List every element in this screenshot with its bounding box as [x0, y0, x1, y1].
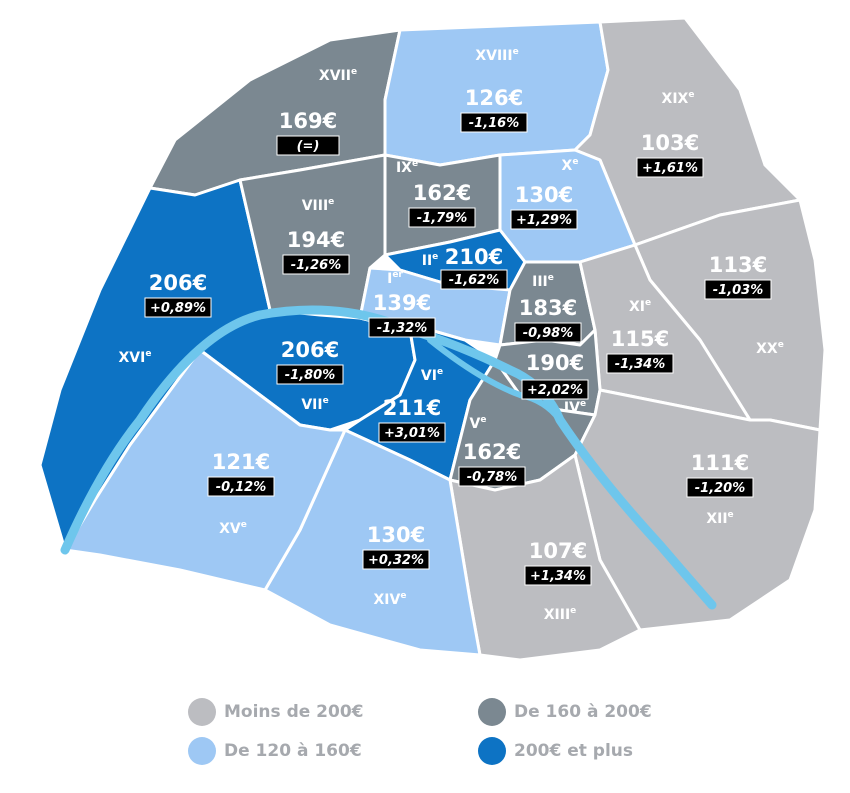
arrondissement-20-change-badge — [704, 279, 772, 300]
arrondissement-7-change-badge — [276, 364, 344, 385]
arrondissement-labels: Ier 139€ -1,32% IIe 210€ -1,62% IIIe 183€ -0,98%… — [119, 47, 784, 623]
arrondissement-19-change: +1,61% — [642, 161, 698, 176]
arrondissement-11-name: XIe — [629, 298, 651, 315]
arrondissement-17-change-badge — [276, 135, 340, 156]
arrondissement-19-change-badge — [636, 157, 704, 178]
arrondissement-1-change-badge — [368, 317, 436, 338]
legend-label-moins-200: Moins de 200€ — [224, 702, 364, 722]
arrondissement-14-change: +0,32% — [368, 553, 424, 568]
legend-item-160-200: De 160 à 200€ — [478, 698, 652, 726]
arrondissement-2-price: 210€ — [445, 245, 503, 269]
arrondissement-12-name: XIIe — [706, 510, 733, 527]
arrondissement-5-name: Ve — [470, 415, 487, 432]
arrondissement-6-change-badge — [378, 422, 446, 443]
arrondissement-14-name: XIVe — [374, 591, 407, 608]
arrondissement-14-change-badge — [362, 549, 430, 570]
arrondissement-18-price: 126€ — [465, 86, 523, 110]
legend-label-200-plus: 200€ et plus — [514, 741, 634, 761]
arrondissement-12-price: 111€ — [691, 451, 749, 475]
arrondissement-14-price: 130€ — [367, 523, 425, 547]
arrondissement-16-change: +0,89% — [150, 301, 206, 316]
arrondissement-10-change-badge — [510, 209, 578, 230]
arrondissement-8-change-badge — [282, 254, 350, 275]
arrondissement-2-change: -1,62% — [449, 273, 500, 288]
arrondissement-7-name: VIIe — [301, 396, 328, 413]
arrondissement-3-change: -0,98% — [523, 326, 574, 341]
arrondissement-18-name: XVIIIe — [475, 47, 518, 64]
legend-swatch-200-plus — [478, 737, 506, 765]
arrondissement-12-change: -1,20% — [695, 481, 746, 496]
arrondissement-4-change-badge — [521, 379, 589, 400]
arrondissement-4-name: IVe — [564, 399, 586, 416]
arrondissement-11-price: 115€ — [611, 327, 669, 351]
arrondissement-12-change-badge — [686, 477, 754, 498]
arrondissement-5-price: 162€ — [463, 440, 521, 464]
arrondissement-15-change-badge — [207, 476, 275, 497]
arrondissement-17-change: (=) — [297, 139, 320, 154]
arrondissement-8-change: -1,26% — [291, 258, 342, 273]
arrondissement-8-name: VIIIe — [302, 197, 335, 214]
arrondissement-2-name: IIe — [422, 252, 439, 269]
arrondissement-20-change: -1,03% — [713, 283, 764, 298]
arrondissement-19-name: XIXe — [662, 90, 695, 107]
arrondissement-17-price: 169€ — [279, 109, 337, 133]
arrondissement-15-change: -0,12% — [216, 480, 267, 495]
legend-label-120-160: De 120 à 160€ — [224, 741, 362, 761]
arrondissement-15-price: 121€ — [212, 450, 270, 474]
arrondissement-13-name: XIIIe — [544, 606, 577, 623]
arrondissement-16-change-badge — [144, 297, 212, 318]
arrondissement-20-name: XXe — [756, 340, 784, 357]
arrondissement-16-price: 206€ — [149, 271, 207, 295]
legend-item-200-plus: 200€ et plus — [478, 737, 633, 765]
arrondissement-1-price: 139€ — [373, 291, 431, 315]
arrondissement-5-change: -0,78% — [467, 470, 518, 485]
arrondissement-13-change-badge — [524, 565, 592, 586]
arrondissement-1-name: Ier — [387, 270, 403, 287]
arrondissement-16-name: XVIe — [119, 349, 152, 366]
arrondissement-10-price: 130€ — [515, 183, 573, 207]
arrondissement-11-change: -1,34% — [615, 357, 666, 372]
arrondissement-9-change-badge — [408, 207, 476, 228]
arrondissement-17-name: XVIIe — [319, 67, 357, 84]
arrondissement-10-name: Xe — [562, 157, 579, 174]
arrondissement-1-change: -1,32% — [377, 321, 428, 336]
arrondissement-6-price: 211€ — [383, 396, 441, 420]
arrondissement-5-change-badge — [458, 466, 526, 487]
arrondissement-4-change: +2,02% — [527, 383, 583, 398]
arrondissement-6-name: VIe — [421, 367, 443, 384]
arrondissement-9-price: 162€ — [413, 181, 471, 205]
arrondissement-9-change: -1,79% — [417, 211, 468, 226]
arrondissement-3-change-badge — [514, 322, 582, 343]
arrondissement-19-price: 103€ — [641, 131, 699, 155]
legend-item-120-160: De 120 à 160€ — [188, 737, 362, 765]
arrondissement-13-change: +1,34% — [530, 569, 586, 584]
arrondissement-8-price: 194€ — [287, 228, 345, 252]
arrondissement-15-name: XVe — [219, 520, 247, 537]
arrondissement-9-name: IXe — [396, 159, 418, 176]
arrondissement-3-name: IIIe — [532, 273, 554, 290]
arrondissement-4-price: 190€ — [526, 351, 584, 375]
arrondissement-7-price: 206€ — [281, 338, 339, 362]
arrondissement-18-change-badge — [460, 112, 528, 133]
seine-island-channel — [427, 337, 563, 423]
legend-swatch-120-160 — [188, 737, 216, 765]
arrondissement-18-change: -1,16% — [469, 116, 520, 131]
arrondissement-11-change-badge — [606, 353, 674, 374]
legend-item-moins-200: Moins de 200€ — [188, 698, 364, 726]
legend-swatch-moins-200 — [188, 698, 216, 726]
arrondissement-3-price: 183€ — [519, 296, 577, 320]
arrondissement-13-price: 107€ — [529, 539, 587, 563]
arrondissement-7-change: -1,80% — [285, 368, 336, 383]
arrondissement-6-change: +3,01% — [384, 426, 440, 441]
arrondissement-2-change-badge — [440, 269, 508, 290]
legend-label-160-200: De 160 à 200€ — [514, 702, 652, 722]
arrondissement-15-area — [63, 348, 347, 592]
arrondissement-20-price: 113€ — [709, 253, 767, 277]
legend-swatch-160-200 — [478, 698, 506, 726]
arrondissement-10-change: +1,29% — [516, 213, 572, 228]
